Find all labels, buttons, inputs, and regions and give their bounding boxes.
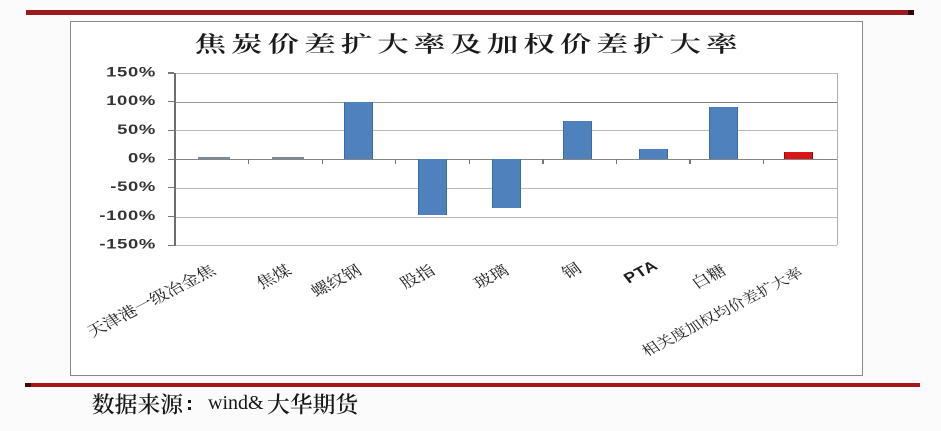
svg-text:50%: 50%: [117, 122, 156, 137]
svg-text:150%: 150%: [106, 64, 156, 79]
svg-text:wind&: wind&: [208, 392, 264, 414]
svg-text:-50%: -50%: [110, 179, 156, 194]
svg-text:-100%: -100%: [99, 208, 156, 223]
svg-text:100%: 100%: [106, 93, 156, 108]
svg-text:0%: 0%: [128, 151, 156, 166]
svg-text:PTA: PTA: [620, 257, 661, 286]
svg-text:-150%: -150%: [99, 237, 156, 252]
